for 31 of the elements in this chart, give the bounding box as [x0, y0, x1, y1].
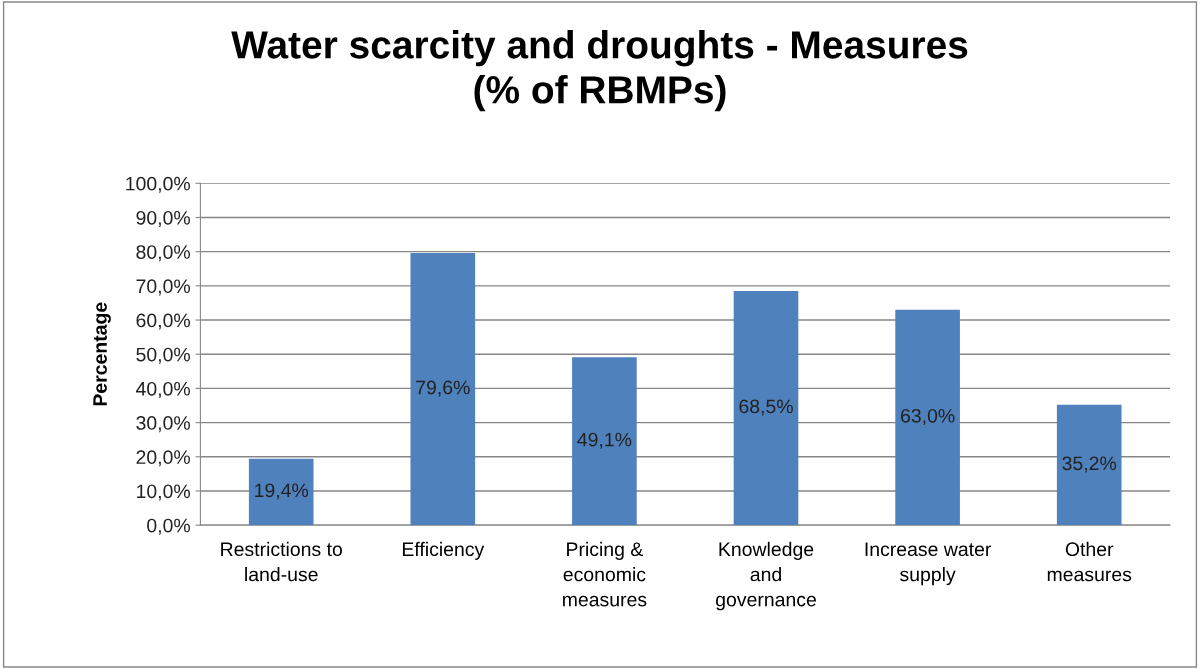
x-tick-label: Increase water supply: [865, 542, 992, 586]
y-tick-label: 80,0%: [136, 245, 190, 262]
y-tick-label: 70,0%: [136, 279, 190, 296]
data-label: 68,5%: [739, 399, 793, 416]
y-tick-label: 20,0%: [136, 450, 190, 467]
x-tick-label: Other measures: [1047, 541, 1132, 582]
data-label: 19,4%: [255, 483, 309, 500]
y-tick-label: 10,0%: [137, 484, 190, 501]
bar: [895, 309, 960, 526]
bar: [733, 290, 799, 526]
bar: [248, 458, 314, 526]
bar: [410, 253, 476, 526]
y-tick-label: 100,0%: [126, 176, 190, 193]
y-tick-label: 90,0%: [136, 210, 190, 228]
bar: [572, 357, 637, 526]
x-tick-label: Restrictions to land-use: [221, 541, 342, 582]
x-tick-label: Pricing & economic measures: [563, 541, 647, 607]
data-label: 49,1%: [577, 432, 632, 449]
data-label: 79,6%: [416, 380, 470, 397]
y-tick-label: 30,0%: [136, 416, 190, 433]
data-label: 63,0%: [901, 408, 955, 425]
bar: [1056, 404, 1122, 526]
x-tick-label: Knowledge and governance: [716, 541, 816, 611]
y-tick-label: 0,0%: [147, 518, 190, 535]
y-tick-label: 60,0%: [136, 313, 190, 330]
data-label: 35,2%: [1062, 456, 1117, 473]
chart-title: Water scarcity and droughts - Measures (% of RBMPs): [231, 30, 968, 112]
y-tick-label: 50,0%: [136, 347, 190, 364]
y-axis-title: Percentage: [93, 302, 111, 406]
y-tick-label: 40,0%: [135, 381, 190, 398]
x-tick-label: Efficiency: [402, 541, 485, 560]
